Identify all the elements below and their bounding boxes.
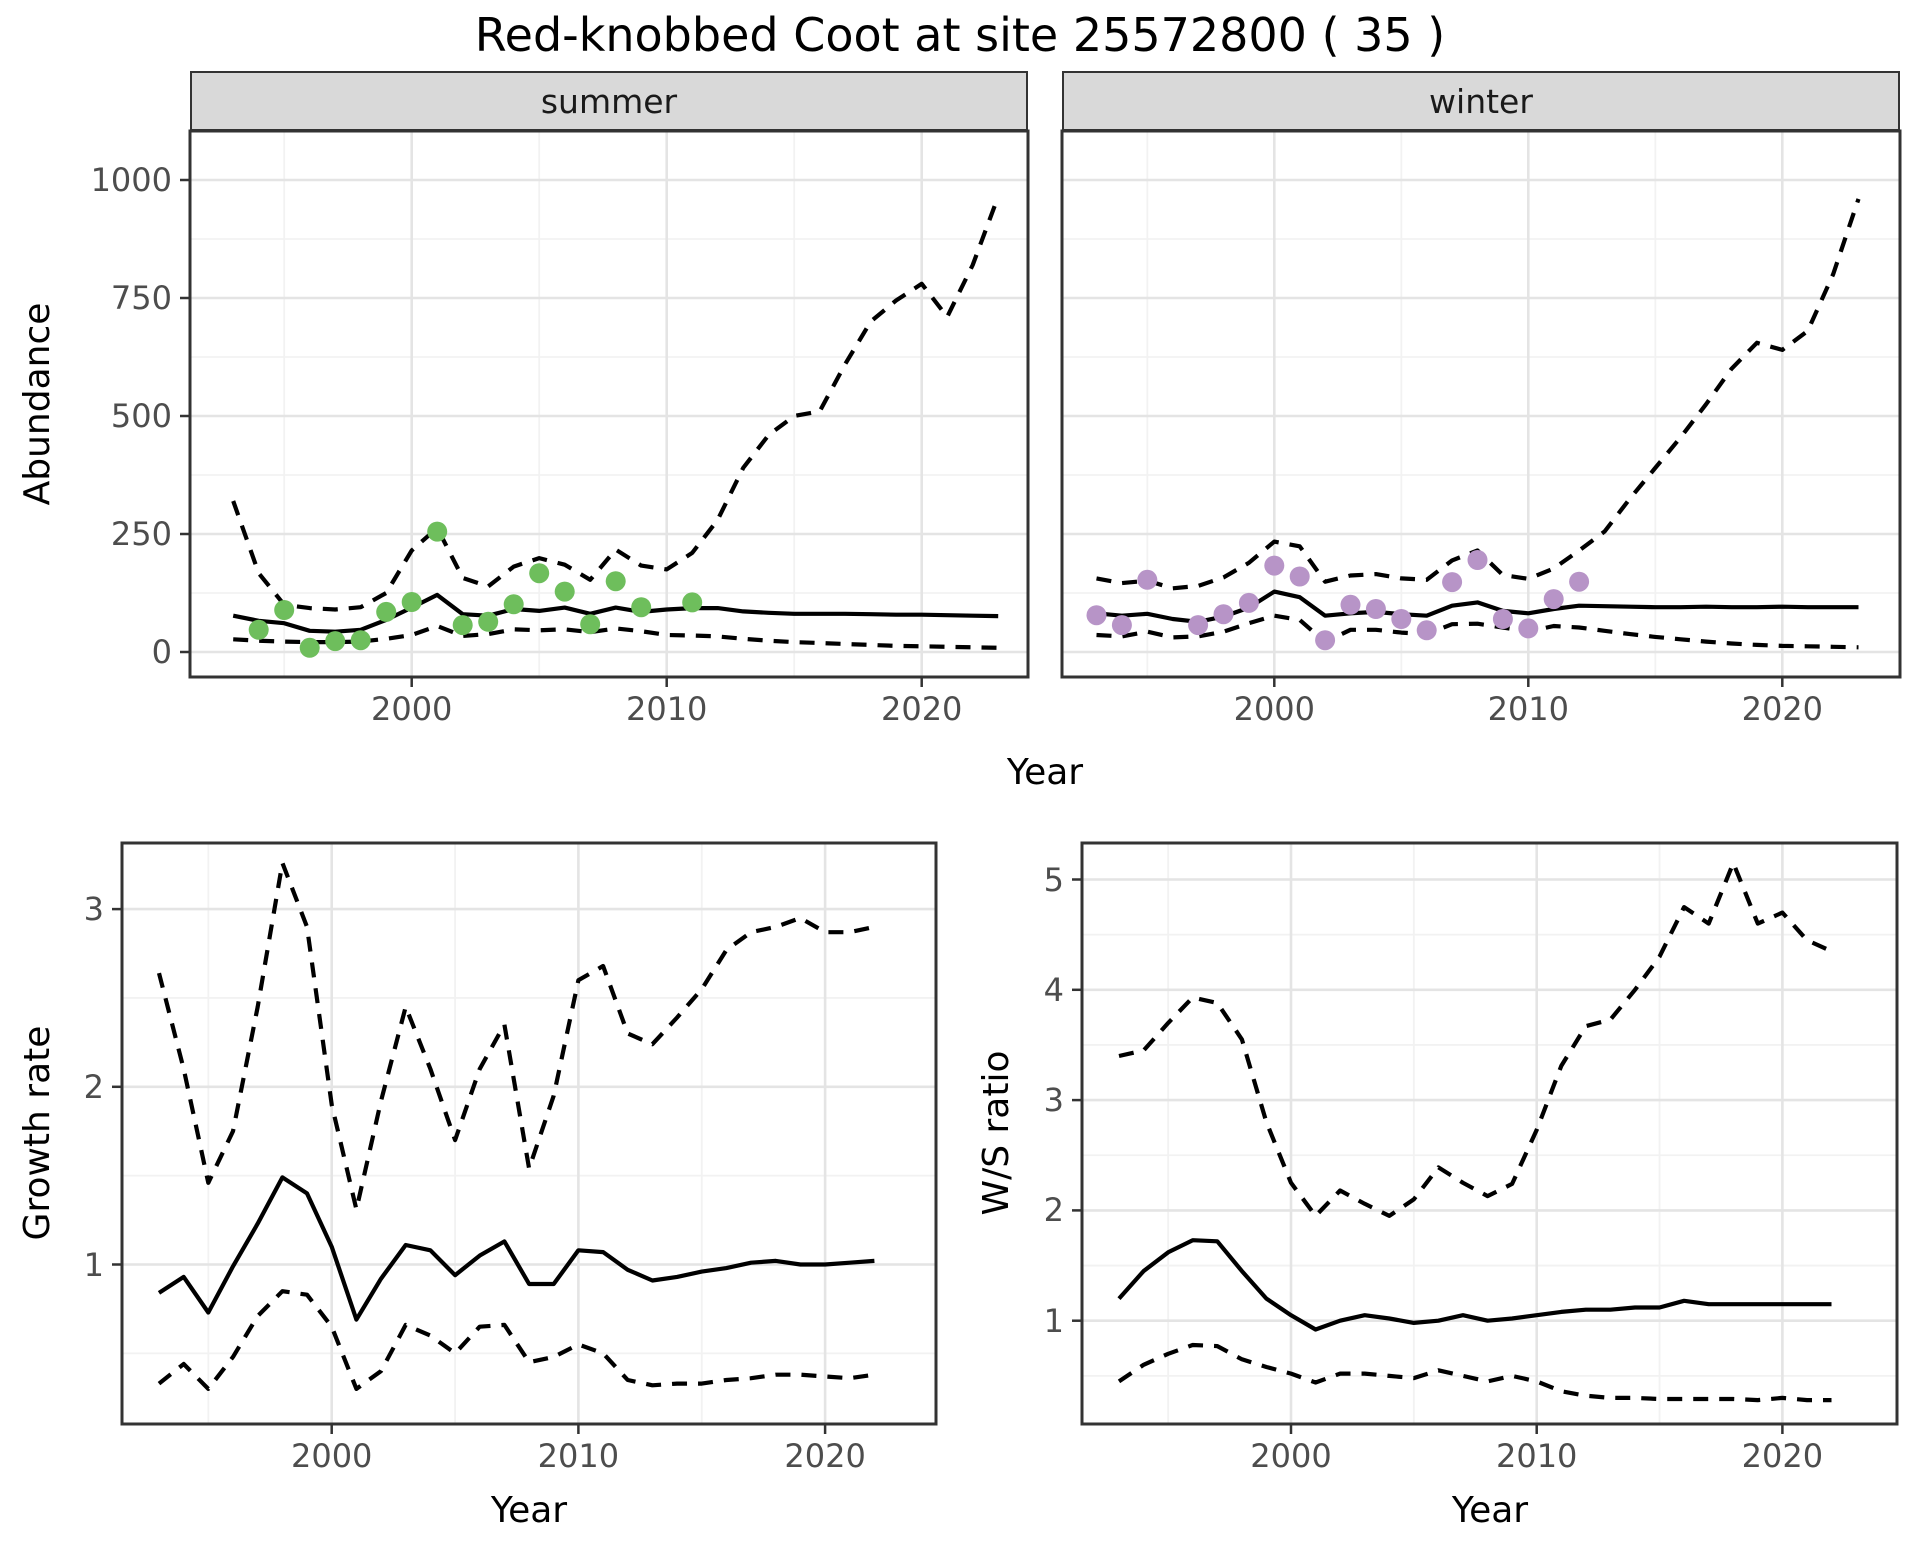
abundance-winter-observed-point: [1315, 630, 1336, 651]
abundance-summer-observed-point: [503, 594, 524, 615]
ws-ratio-y-tick-label: 3: [1043, 1081, 1064, 1120]
abundance-summer-observed-point: [631, 597, 652, 618]
abundance-summer-x-tick-label: 2010: [625, 690, 708, 728]
abundance-summer-observed-point: [350, 630, 371, 651]
growth-rate-upper_ci-line: [156, 860, 875, 1212]
abundance-summer-observed-point: [299, 637, 320, 658]
abundance-summer-observed-point: [274, 600, 295, 620]
abundance-summer-observed-point: [682, 592, 703, 613]
growth-rate-y-tick-label: 1: [83, 1245, 104, 1284]
abundance-summer-panel-border: [188, 129, 1030, 679]
abundance-winter-observed-point: [1111, 615, 1132, 636]
growth-rate-x-tick-label: 2020: [784, 1437, 866, 1475]
ws-ratio-x-tick-label: 2020: [1741, 1437, 1824, 1475]
growth-rate-panel-background: [122, 843, 936, 1424]
abundance-winter-observed-point: [1289, 566, 1310, 587]
abundance-winter-x-tick-label: 2000: [1233, 690, 1316, 728]
abundance-summer-observed-point: [452, 615, 473, 636]
abundance-summer-panel-background: [190, 131, 1028, 677]
abundance-winter-observed-point: [1238, 592, 1259, 613]
abundance-summer-y-tick-label: 1000: [90, 161, 172, 199]
abundance-winter-observed-point: [1188, 615, 1209, 636]
abundance-winter-lower_ci-line: [1096, 613, 1859, 650]
ws-ratio-fit-line: [1117, 1238, 1832, 1332]
abundance-summer-observed-point: [478, 611, 499, 632]
abundance-winter-x-tick-label: 2020: [1741, 690, 1824, 728]
y-axis-title-ws-ratio: W/S ratio: [976, 1050, 1017, 1216]
abundance-winter-observed-point: [1442, 572, 1463, 593]
abundance-summer-observed-point: [605, 571, 626, 592]
abundance-summer-observed-point: [376, 601, 397, 622]
ws-ratio-x-tick-label: 2000: [1250, 1437, 1332, 1475]
abundance-winter-panel-background: [1062, 131, 1900, 677]
ws-ratio-panel-border: [1080, 841, 1899, 1426]
growth-rate-fit-line: [157, 1175, 875, 1322]
ws-ratio-y-tick-label: 2: [1043, 1191, 1064, 1230]
ws-ratio-x-tick-label: 2010: [1495, 1437, 1578, 1475]
growth-rate-x-tick-label: 2010: [537, 1437, 620, 1475]
x-axis-title-year-top: Year: [1006, 752, 1084, 793]
growth-rate-panel-border: [120, 841, 938, 1426]
growth-rate-x-tick-label: 2000: [290, 1437, 373, 1475]
abundance-winter-observed-point: [1340, 594, 1361, 615]
abundance-winter-observed-point: [1086, 605, 1107, 626]
x-axis-title-year-ws: Year: [1451, 1490, 1529, 1531]
panel-abundance-winter: [1060, 129, 1902, 687]
growth-rate-lower_ci-line: [157, 1289, 875, 1391]
abundance-winter-observed-point: [1264, 555, 1285, 576]
abundance-winter-x-tick-label: 2010: [1487, 690, 1570, 728]
abundance-winter-observed-point: [1492, 609, 1513, 629]
ws-ratio-y-tick-label: 4: [1043, 970, 1064, 1009]
facet-strip-winter: winter: [1062, 71, 1900, 131]
abundance-summer-observed-point: [427, 521, 448, 542]
abundance-summer-x-tick-label: 2000: [370, 690, 453, 728]
abundance-summer-observed-point: [401, 592, 422, 612]
abundance-winter-observed-point: [1543, 589, 1564, 610]
abundance-summer-observed-point: [248, 619, 269, 640]
abundance-winter-observed-point: [1518, 618, 1539, 639]
abundance-summer-y-tick-label: 0: [151, 633, 172, 671]
abundance-summer-y-tick-label: 750: [110, 279, 172, 317]
abundance-winter-observed-point: [1213, 604, 1234, 625]
panel-abundance-summer: [180, 129, 1030, 687]
plot-title: Red-knobbed Coot at site 25572800 ( 35 ): [474, 8, 1446, 62]
abundance-winter-observed-point: [1416, 620, 1437, 641]
facet-strip-winter-label: winter: [1429, 81, 1533, 121]
growth-rate-y-tick-label: 2: [83, 1067, 104, 1106]
ws-ratio-panel-background: [1082, 843, 1897, 1424]
panel-growth-rate: [112, 841, 938, 1434]
abundance-summer-fit-line: [232, 592, 999, 634]
abundance-winter-observed-point: [1137, 569, 1158, 590]
facet-strip-summer-label: summer: [540, 81, 678, 121]
abundance-summer-x-tick-label: 2020: [880, 690, 963, 728]
abundance-winter-panel-border: [1060, 129, 1902, 679]
facet-strip-summer: summer: [190, 71, 1028, 131]
abundance-summer-observed-point: [580, 614, 601, 635]
ws-ratio-y-tick-label: 1: [1043, 1301, 1064, 1340]
ws-ratio-y-tick-label: 5: [1043, 860, 1064, 899]
abundance-winter-observed-point: [1467, 550, 1488, 570]
panel-ws-ratio: [1072, 841, 1899, 1434]
abundance-summer-observed-point: [554, 581, 575, 602]
growth-rate-y-tick-label: 3: [83, 890, 104, 929]
abundance-summer-observed-point: [529, 563, 550, 584]
abundance-summer-y-tick-label: 500: [110, 397, 172, 435]
abundance-summer-observed-point: [325, 631, 346, 652]
abundance-summer-upper_ci-line: [231, 195, 1001, 612]
ws-ratio-upper_ci-line: [1118, 860, 1833, 1218]
x-axis-title-year-growth: Year: [490, 1490, 568, 1531]
ws-ratio-lower_ci-line: [1117, 1342, 1832, 1403]
abundance-winter-observed-point: [1391, 609, 1412, 629]
y-axis-title-growth-rate: Growth rate: [17, 1025, 58, 1241]
abundance-summer-y-tick-label: 250: [110, 515, 172, 553]
abundance-winter-observed-point: [1569, 571, 1590, 592]
abundance-winter-observed-point: [1365, 599, 1386, 619]
